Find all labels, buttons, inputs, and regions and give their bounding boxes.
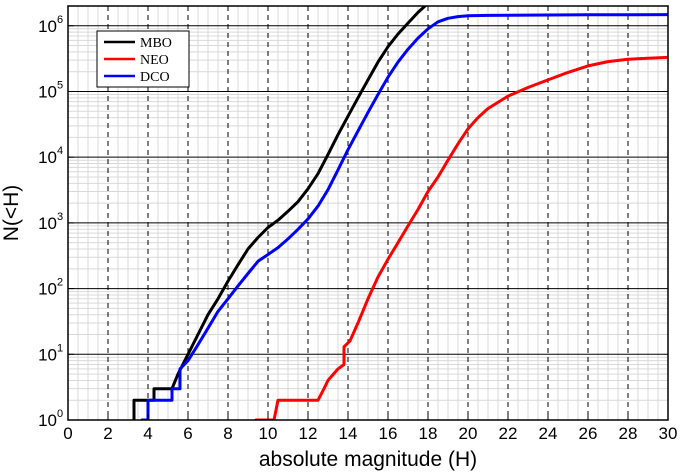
x-tick-label: 22 xyxy=(499,424,518,443)
x-tick-label: 6 xyxy=(183,424,192,443)
x-tick-label: 20 xyxy=(459,424,478,443)
series-line-dco xyxy=(140,13,668,420)
x-axis-ticks: 0 2 4 6 8 10 12 14 16 18 20 22 24 26 28 30 xyxy=(63,414,677,443)
major-grid xyxy=(68,6,668,420)
y-tick-exponent: 4 xyxy=(57,145,63,157)
y-tick-label: 10 xyxy=(38,214,57,233)
x-tick-label: 0 xyxy=(63,424,72,443)
x-tick-label: 26 xyxy=(579,424,598,443)
legend-label-dco: DCO xyxy=(140,70,170,85)
series-line-mbo xyxy=(132,6,428,420)
y-tick-label: 10 xyxy=(38,148,57,167)
x-tick-label: 28 xyxy=(619,424,638,443)
y-tick-exponent: 0 xyxy=(57,408,63,420)
y-tick-exponent: 1 xyxy=(57,342,63,354)
x-tick-label: 4 xyxy=(143,424,152,443)
x-tick-label: 12 xyxy=(299,424,318,443)
y-tick-exponent: 2 xyxy=(57,277,63,289)
y-tick-exponent: 6 xyxy=(57,14,63,26)
x-tick-label: 24 xyxy=(539,424,558,443)
y-tick-exponent: 3 xyxy=(57,211,63,223)
x-tick-label: 14 xyxy=(339,424,358,443)
x-tick-label: 10 xyxy=(259,424,278,443)
x-axis-title: absolute magnitude (H) xyxy=(259,448,477,471)
legend-label-neo: NEO xyxy=(140,53,169,68)
legend-label-mbo: MBO xyxy=(140,36,172,51)
x-tick-label: 2 xyxy=(103,424,112,443)
y-tick-label: 10 xyxy=(38,280,57,299)
x-tick-label: 18 xyxy=(419,424,438,443)
plot-frame xyxy=(67,5,669,421)
y-axis-title: N(<H) xyxy=(0,185,23,242)
x-tick-label: 30 xyxy=(659,424,678,443)
y-tick-label: 10 xyxy=(38,82,57,101)
legend: MBO NEO DCO xyxy=(96,30,190,88)
y-tick-label: 10 xyxy=(38,17,57,36)
y-tick-label: 10 xyxy=(38,411,57,430)
x-tick-label: 16 xyxy=(379,424,398,443)
y-tick-exponent: 5 xyxy=(57,79,63,91)
y-tick-label: 10 xyxy=(38,345,57,364)
series-layer xyxy=(132,6,668,420)
x-tick-label: 8 xyxy=(223,424,232,443)
series-line-neo xyxy=(254,55,668,420)
